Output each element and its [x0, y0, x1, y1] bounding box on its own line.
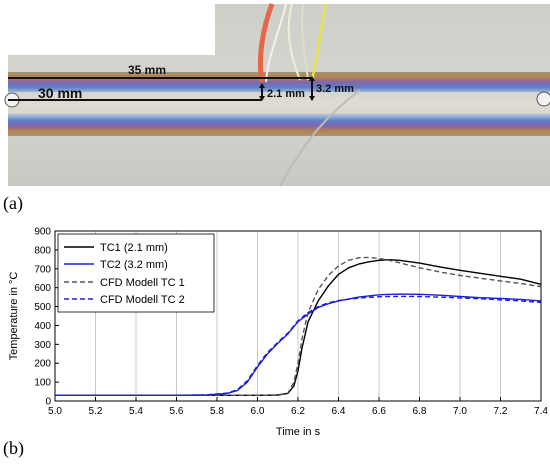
y-tick-label: 800 — [34, 245, 51, 256]
thermocouple-wire-red — [257, 3, 275, 83]
x-tick-label: 5.6 — [170, 406, 184, 417]
legend-label-tc1: TC1 (2.1 mm) — [100, 242, 168, 254]
x-tick-label: 6.6 — [372, 406, 386, 417]
thermocouple-wire-3 — [301, 3, 309, 81]
thermocouple-wire-2 — [287, 3, 301, 81]
y-tick-label: 200 — [34, 359, 51, 370]
legend-label-tc2: TC2 (3.2 mm) — [100, 259, 168, 271]
x-tick-label: 6.8 — [413, 406, 427, 417]
panel-b-label: (b) — [3, 438, 24, 458]
temperature-chart: 5.0 5.2 5.4 5.6 5.8 6.0 6.2 6.4 6.6 6.8 7.0 7.2 7.4 0… — [8, 227, 548, 439]
x-tick-label: 6.4 — [332, 406, 346, 417]
y-tick-label: 100 — [34, 378, 51, 389]
weld-photo: 35 mm 30 mm 2.1 mm 3.2 mm — [4, 3, 550, 187]
x-tick-label: 7.0 — [453, 406, 467, 417]
legend-label-cfd-tc1: CFD Modell TC 1 — [100, 277, 185, 289]
dim-label-30mm: 30 mm — [38, 85, 82, 101]
thermocouple-wire-1 — [265, 3, 287, 83]
x-tick-label: 5.0 — [48, 406, 62, 417]
y-tick-label: 700 — [34, 264, 51, 275]
dim-label-35mm: 35 mm — [128, 63, 166, 77]
y-tick-label: 300 — [34, 340, 51, 351]
surface-streak — [279, 89, 361, 187]
y-tick-label: 600 — [34, 283, 51, 294]
weld-bead — [8, 92, 550, 114]
series-layer — [55, 256, 542, 397]
x-tick-label: 6.2 — [291, 406, 305, 417]
weld-end-crater — [536, 91, 550, 107]
x-tick-label: 7.2 — [494, 406, 508, 417]
dim-label-3-2mm: 3.2 mm — [316, 83, 354, 95]
axes-layer: 5.0 5.2 5.4 5.6 5.8 6.0 6.2 6.4 6.6 6.8 7.0 7.2 7.4 0… — [34, 227, 548, 418]
dim-label-2-1mm: 2.1 mm — [267, 88, 305, 100]
series-line-cfd-tc1 — [55, 256, 542, 397]
legend: TC1 (2.1 mm) TC2 (3.2 mm) CFD Modell TC … — [57, 233, 215, 313]
thermocouple-wire-yellow — [310, 3, 328, 81]
x-axis-title: Time in s — [276, 426, 321, 438]
dim-arrow-3-2-top — [309, 76, 315, 81]
y-axis-title: Temperature in °C — [8, 272, 20, 361]
y-tick-label: 500 — [34, 302, 51, 313]
dim-arrow-2-1-top — [259, 83, 265, 88]
legend-label-cfd-tc2: CFD Modell TC 2 — [100, 294, 185, 306]
y-tick-label: 400 — [34, 321, 51, 332]
y-tick-label: 900 — [34, 227, 51, 238]
series-line-cfd-tc2 — [55, 295, 542, 397]
dim-arrow-3-2-bottom — [309, 96, 315, 101]
dim-arrow-2-1-bottom — [259, 96, 265, 101]
series-line-tc2 — [55, 293, 542, 397]
x-tick-label: 5.2 — [89, 406, 103, 417]
y-tick-label: 0 — [45, 397, 51, 408]
x-tick-label: 7.4 — [534, 406, 548, 417]
x-tick-label: 5.8 — [210, 406, 224, 417]
panel-a-label: (a) — [3, 193, 23, 213]
x-tick-label: 6.0 — [251, 406, 265, 417]
x-tick-label: 5.4 — [129, 406, 143, 417]
